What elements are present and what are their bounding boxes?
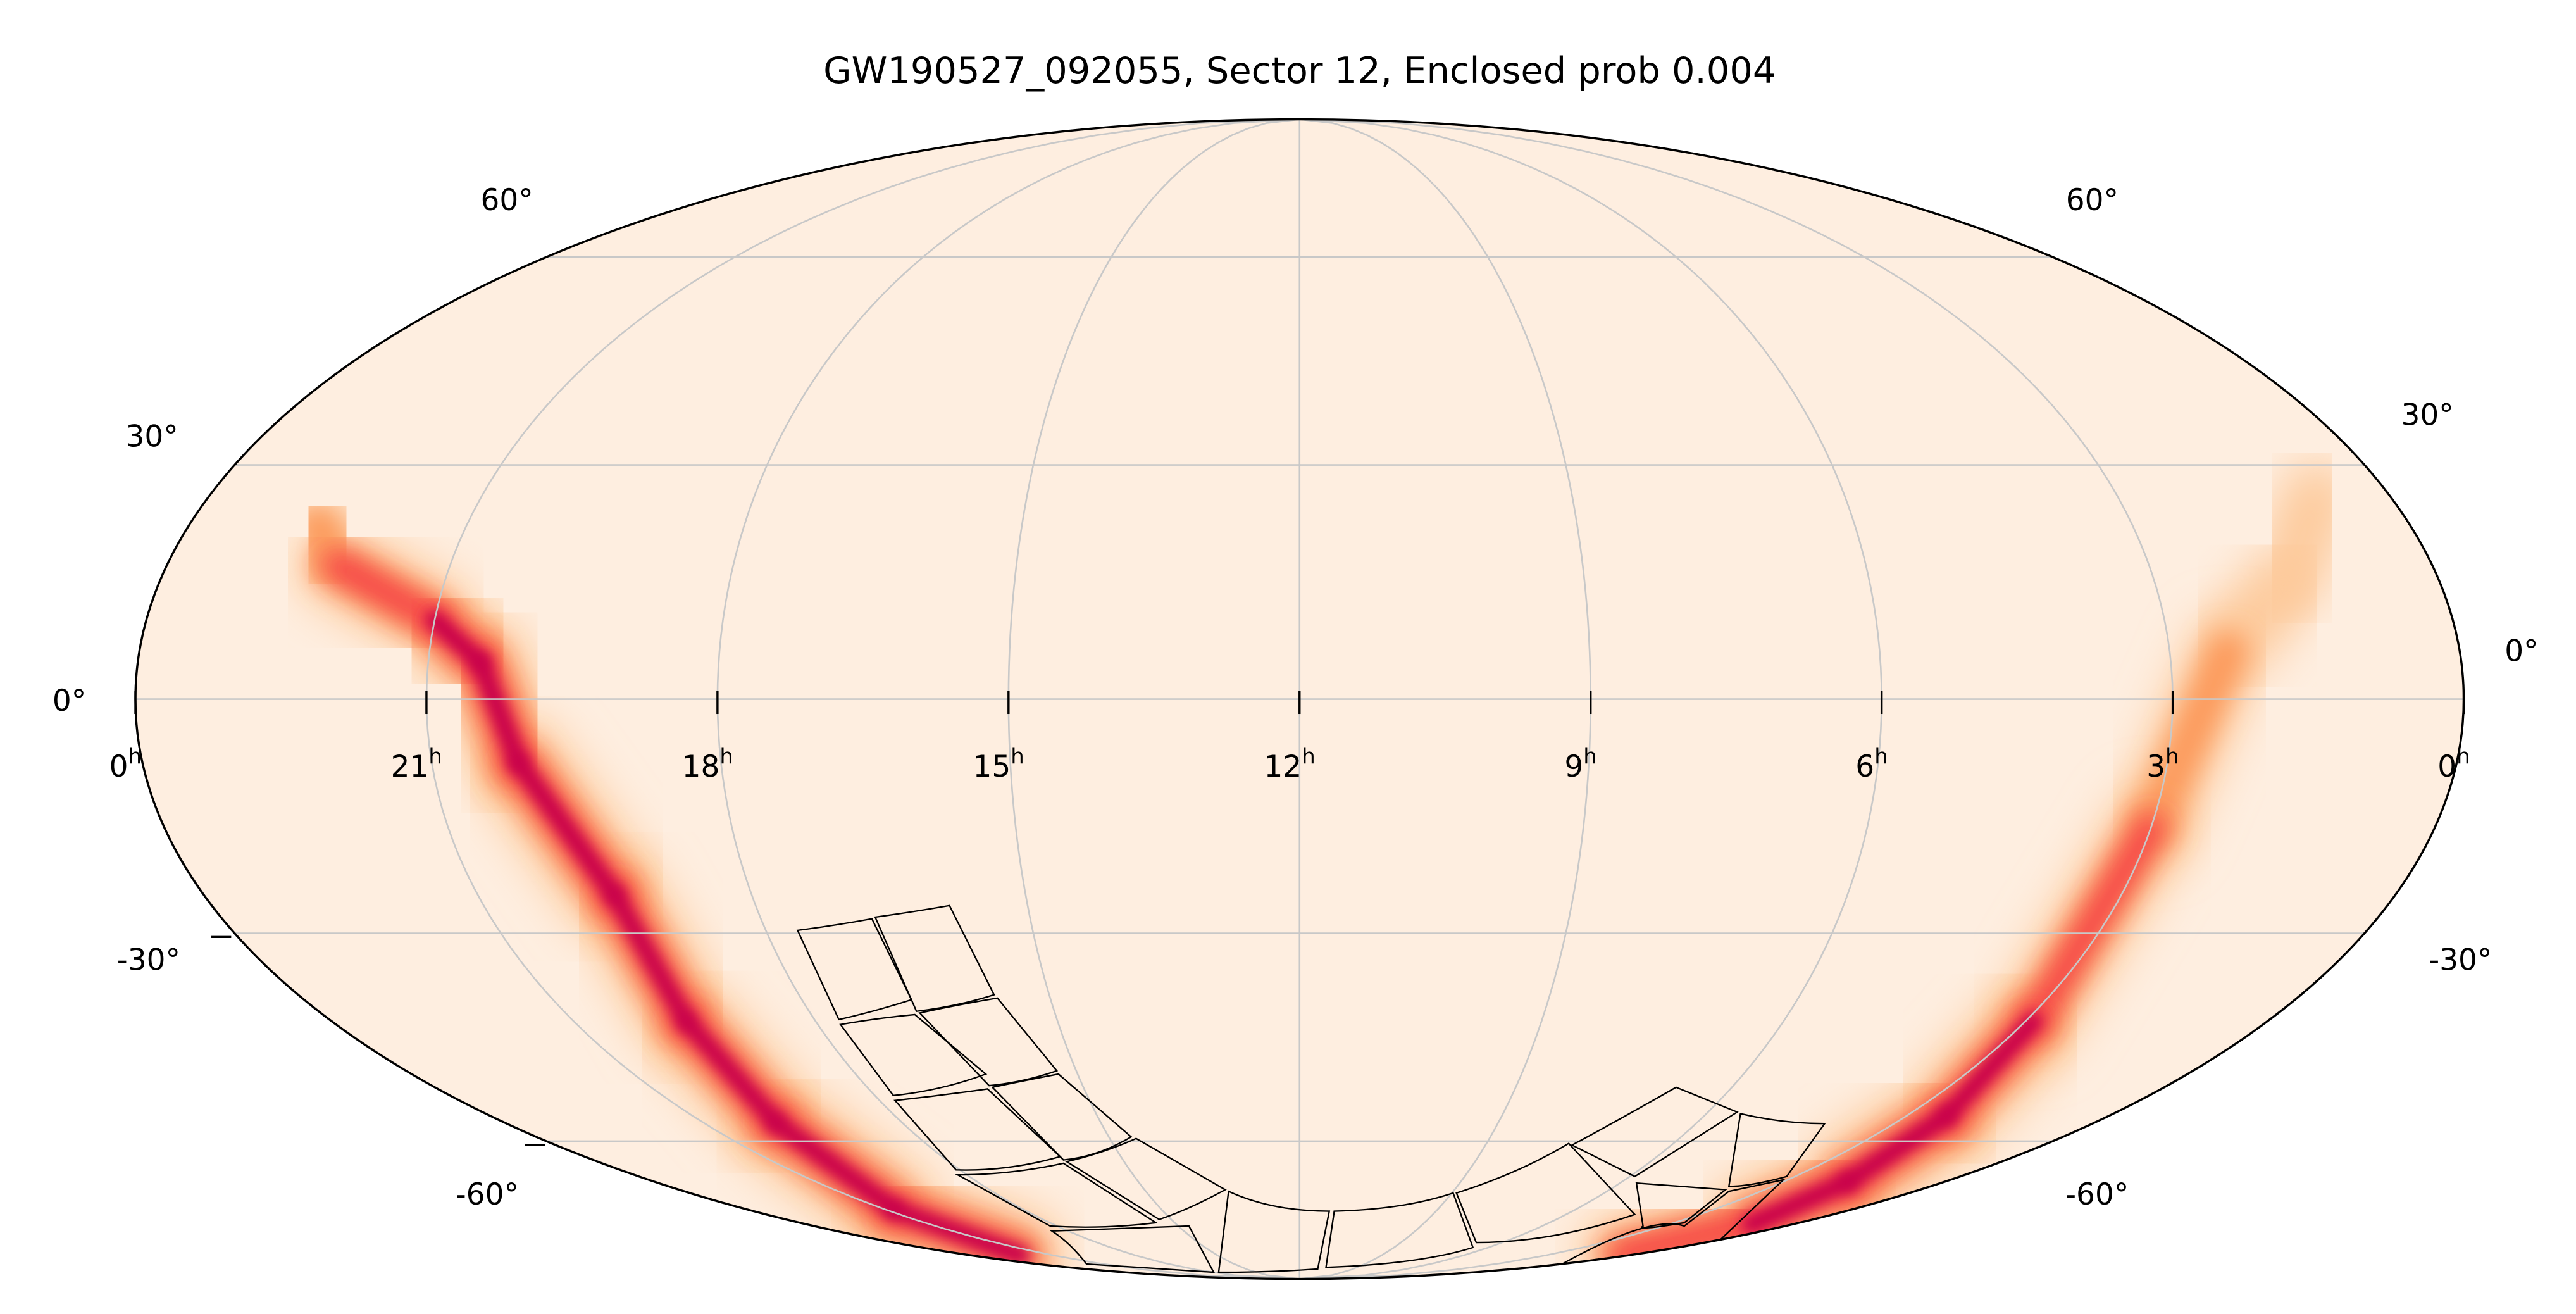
probability-band	[678, 1012, 785, 1132]
ra-tick-value: 15	[973, 749, 1011, 784]
ra-tick-value: 18	[682, 749, 720, 784]
chart-title: GW190527_092055, Sector 12, Enclosed pro…	[823, 49, 1776, 92]
probability-band	[425, 610, 490, 672]
camera-tile	[918, 997, 1059, 1087]
ra-tick-unit: h	[2456, 744, 2470, 768]
camera-tile	[1455, 1142, 1636, 1244]
dec-tick-label-left: 30°	[125, 419, 178, 454]
ra-tick-label: 0h	[2437, 744, 2470, 784]
ra-tick-label: 21h	[391, 744, 442, 784]
ra-tick-value: 21	[391, 749, 429, 784]
camera-tile	[1064, 1137, 1227, 1220]
probability-band	[1838, 1106, 1957, 1191]
ra-tick-unit: h	[428, 744, 442, 768]
ra-tick-unit: h	[719, 744, 733, 768]
ra-tick-label: 3h	[2146, 744, 2179, 784]
ra-tick-label: 15h	[973, 744, 1024, 784]
dec-tick-label-right: 30°	[2401, 397, 2454, 432]
ra-tick-unit: h	[1302, 744, 1316, 768]
ra-tick-label: 0h	[109, 744, 142, 784]
camera-tile	[1325, 1192, 1474, 1268]
ra-tick-unit: h	[1583, 744, 1597, 768]
ra-tick-value: 12	[1264, 749, 1302, 784]
camera-tile	[1570, 1086, 1739, 1178]
ra-tick-value: 0	[109, 749, 128, 784]
probability-band	[323, 551, 449, 634]
ra-tick-unit: h	[128, 744, 142, 768]
camera-tile	[1727, 1113, 1826, 1187]
camera-tile	[1217, 1190, 1331, 1273]
ra-tick-label: 18h	[682, 744, 733, 784]
camera-tile	[1049, 1225, 1216, 1273]
probability-band	[2020, 813, 2165, 1034]
ra-tick-unit: h	[1011, 744, 1024, 768]
ra-tick-label: 12h	[1264, 744, 1315, 784]
camera-tile	[955, 1162, 1159, 1228]
probability-band	[767, 1113, 904, 1218]
axis-ticks	[134, 691, 2465, 1146]
ra-tick-label: 9h	[1564, 744, 1596, 784]
ra-tick-value: 9	[1564, 749, 1583, 784]
dec-tick-label-right: 60°	[2066, 183, 2119, 218]
camera-tile	[839, 1013, 988, 1097]
dec-tick-label-left: -30°	[117, 943, 180, 978]
ra-tick-value: 0	[2437, 749, 2456, 784]
camera-tile	[991, 1073, 1133, 1161]
ra-tick-unit: h	[1874, 744, 1888, 768]
dec-tick-label-right: 0°	[2504, 634, 2538, 669]
ra-tick-label: 6h	[1855, 744, 1888, 784]
probability-band	[1938, 1012, 2043, 1125]
probability-band	[1607, 1211, 1765, 1269]
ra-tick-unit: h	[2165, 744, 2179, 768]
probability-band	[471, 653, 528, 772]
dec-tick-label-left: 60°	[481, 183, 533, 218]
dec-tick-label-right: -60°	[2065, 1177, 2129, 1212]
ra-tick-value: 6	[1855, 749, 1874, 784]
camera-tile	[874, 904, 995, 1013]
probability-band	[1742, 1172, 1857, 1234]
probability-band	[606, 886, 695, 1030]
dec-tick-label-left: 0°	[53, 684, 86, 718]
ra-tick-value: 3	[2146, 749, 2165, 784]
dec-tick-label-left: -60°	[456, 1177, 519, 1212]
dec-tick-label-right: -30°	[2429, 943, 2492, 978]
probability-band	[2131, 631, 2248, 846]
probability-band	[509, 753, 625, 905]
